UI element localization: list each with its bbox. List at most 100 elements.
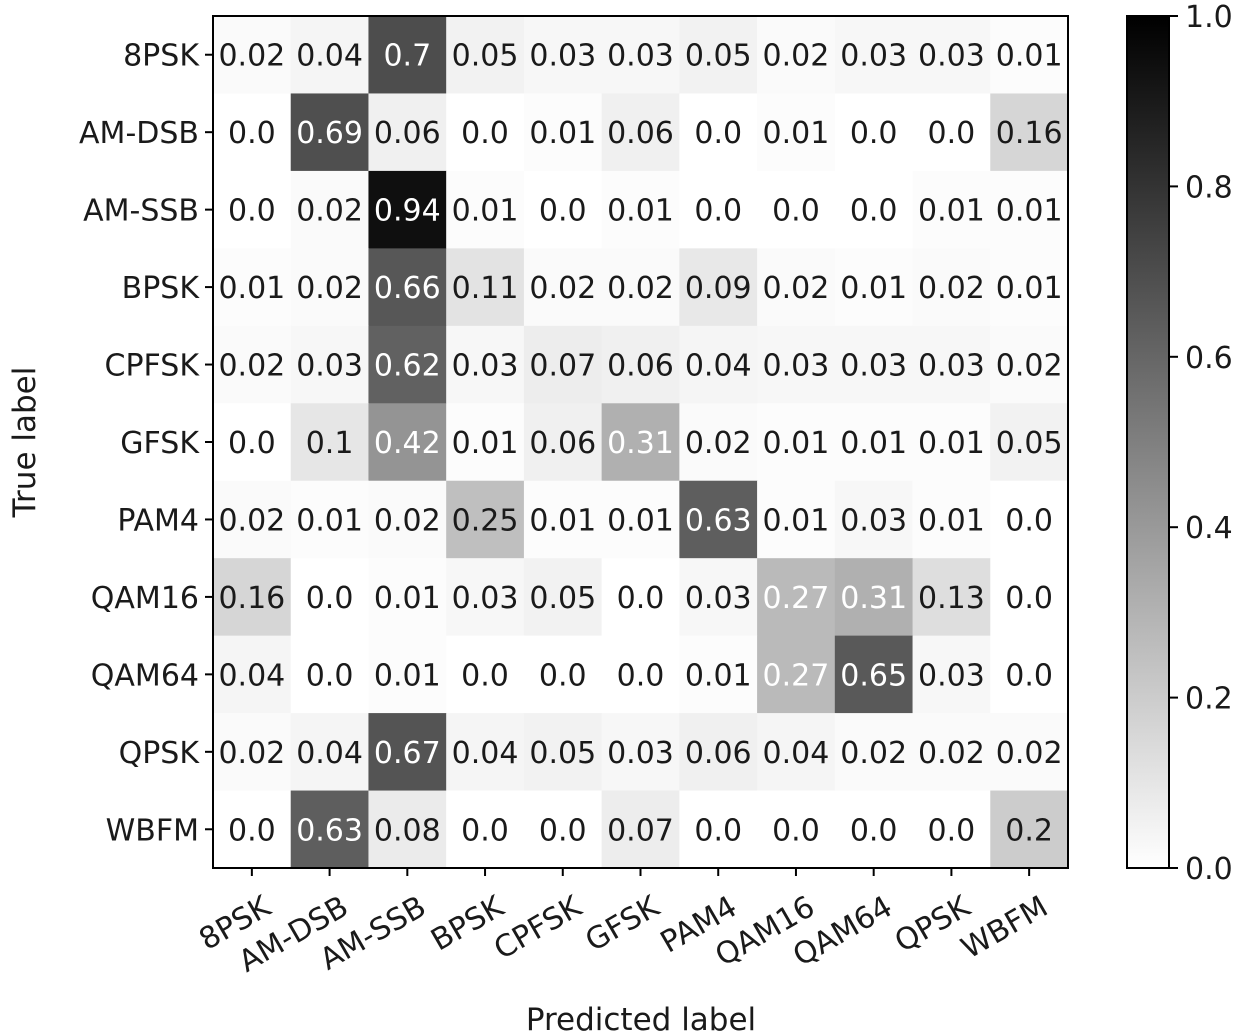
cell-value-label: 0.01	[763, 426, 830, 461]
heatmap-cell-am-dsb-wbfm	[990, 93, 1069, 172]
heatmap-cell-am-ssb-pam4	[679, 170, 758, 249]
cell-value-label: 0.01	[529, 503, 596, 538]
cell-value-label: 0.01	[763, 116, 830, 151]
heatmap-cell-qpsk-8psk	[213, 713, 292, 792]
cell-value-label: 0.02	[918, 736, 985, 771]
heatmap-cell-8psk-8psk	[213, 16, 292, 94]
cell-value-label: 0.0	[228, 194, 276, 229]
heatmap-cell-8psk-cpfsk	[523, 16, 603, 94]
y-tick-label-8psk: 8PSK	[123, 39, 200, 74]
cell-value-label: 0.05	[685, 39, 752, 74]
colorbar-tick-label: 0.8	[1185, 170, 1233, 205]
heatmap-cell-qpsk-gfsk	[601, 713, 680, 792]
cell-value-label: 0.0	[306, 581, 354, 616]
heatmap-cell-am-dsb-cpfsk	[523, 93, 603, 172]
heatmap-cell-wbfm-cpfsk	[523, 790, 603, 869]
cell-value-label: 0.06	[529, 426, 596, 461]
heatmap-cell-qpsk-wbfm	[990, 713, 1069, 792]
heatmap-cell-labels: 0.02 0.04 0.7 0.05 0.03 0.03 0.05 0.02 0.03 0.03 0…	[218, 39, 1062, 849]
heatmap-cell-wbfm-am-dsb	[290, 790, 369, 869]
cell-value-label: 0.66	[374, 271, 441, 306]
cell-value-label: 0.06	[607, 116, 674, 151]
x-axis-label: Predicted label	[526, 1002, 756, 1033]
heatmap-cell-am-dsb-qam64	[834, 93, 914, 172]
cell-value-label: 0.03	[452, 581, 519, 616]
heatmap-cell-qam64-am-ssb	[368, 635, 447, 714]
heatmap-cell-am-ssb-qam16	[757, 170, 836, 249]
cell-value-label: 0.27	[763, 658, 830, 693]
heatmap-cell-gfsk-qam64	[834, 403, 914, 482]
cell-value-label: 0.0	[1005, 581, 1053, 616]
heatmap-cell-bpsk-bpsk	[446, 248, 525, 327]
heatmap-cell-qam64-8psk	[213, 635, 292, 714]
heatmap-cell-qam64-pam4	[679, 635, 758, 714]
cell-value-label: 0.65	[840, 658, 907, 693]
cell-value-label: 0.16	[996, 116, 1063, 151]
colorbar-tick-label: 0.2	[1185, 682, 1233, 717]
cell-value-label: 0.05	[996, 426, 1063, 461]
colorbar-gradient	[1127, 16, 1169, 868]
heatmap-cell-8psk-am-ssb	[368, 16, 447, 94]
heatmap-cell-pam4-qpsk	[912, 480, 991, 559]
heatmap-cell-am-ssb-bpsk	[446, 170, 525, 249]
cell-value-label: 0.63	[685, 503, 752, 538]
cell-value-label: 0.01	[452, 426, 519, 461]
cell-value-label: 0.27	[763, 581, 830, 616]
heatmap-cell-bpsk-wbfm	[990, 248, 1069, 327]
y-tick-label-wbfm: WBFM	[106, 813, 199, 848]
heatmap-cell-wbfm-qam64	[834, 790, 914, 869]
heatmap-cell-bpsk-cpfsk	[523, 248, 603, 327]
heatmap-cell-am-dsb-am-ssb	[368, 93, 447, 172]
cell-value-label: 0.03	[452, 349, 519, 384]
heatmap-cell-pam4-am-dsb	[290, 480, 369, 559]
cell-value-label: 0.01	[296, 503, 363, 538]
cell-value-label: 0.94	[374, 194, 441, 229]
y-tick-label-qpsk: QPSK	[119, 736, 201, 771]
heatmap-cell-qpsk-qam64	[834, 713, 914, 792]
heatmap-cell-am-dsb-8psk	[213, 93, 292, 172]
heatmap-cell-am-dsb-gfsk	[601, 93, 680, 172]
cell-value-label: 0.03	[918, 39, 985, 74]
y-axis-label: True label	[7, 367, 43, 519]
cell-value-label: 0.0	[850, 194, 898, 229]
heatmap-cell-qpsk-am-dsb	[290, 713, 369, 792]
cell-value-label: 0.01	[685, 658, 752, 693]
heatmap-cell-8psk-qam16	[757, 16, 836, 94]
y-tick-label-bpsk: BPSK	[122, 271, 201, 306]
cell-value-label: 0.03	[607, 736, 674, 771]
cell-value-label: 0.31	[840, 581, 907, 616]
cell-value-label: 0.0	[928, 116, 976, 151]
cell-value-label: 0.31	[607, 426, 674, 461]
cell-value-label: 0.2	[1005, 813, 1053, 848]
cell-value-label: 0.02	[763, 271, 830, 306]
x-tick-label-wbfm: WBFM	[956, 889, 1054, 966]
heatmap-cell-pam4-bpsk	[446, 480, 525, 559]
cell-value-label: 0.02	[218, 503, 285, 538]
heatmap-cell-gfsk-bpsk	[446, 403, 525, 482]
cell-value-label: 0.0	[772, 194, 820, 229]
cell-value-label: 0.02	[918, 271, 985, 306]
cell-value-label: 0.0	[539, 658, 587, 693]
cell-value-label: 0.13	[918, 581, 985, 616]
colorbar-ticks: 0.0 0.2 0.4 0.6 0.8 1.0	[1169, 0, 1233, 887]
heatmap-cell-wbfm-pam4	[679, 790, 758, 869]
cell-value-label: 0.0	[772, 813, 820, 848]
heatmap-cells	[213, 16, 1069, 869]
cell-value-label: 0.01	[763, 503, 830, 538]
heatmap-cell-qpsk-cpfsk	[523, 713, 603, 792]
x-tick-label-cpfsk: CPFSK	[488, 889, 588, 967]
colorbar-frame	[1126, 15, 1170, 869]
y-tick-label-pam4: PAM4	[117, 503, 199, 538]
heatmap-cell-cpfsk-pam4	[679, 325, 758, 404]
heatmap-cell-bpsk-gfsk	[601, 248, 680, 327]
heatmap-cell-qam16-am-dsb	[290, 558, 369, 637]
heatmap-cell-qam16-pam4	[679, 558, 758, 637]
heatmap-cell-wbfm-bpsk	[446, 790, 525, 869]
cell-value-label: 0.01	[218, 271, 285, 306]
cell-value-label: 0.01	[607, 503, 674, 538]
heatmap-cell-am-dsb-am-dsb	[290, 93, 369, 172]
cell-value-label: 0.01	[529, 116, 596, 151]
cell-value-label: 0.01	[918, 426, 985, 461]
heatmap-cell-8psk-pam4	[679, 16, 758, 94]
cell-value-label: 0.02	[763, 39, 830, 74]
